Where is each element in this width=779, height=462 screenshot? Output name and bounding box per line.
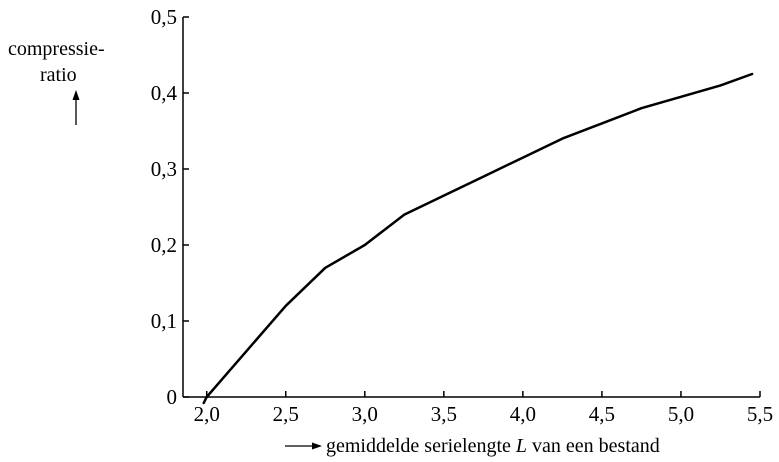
y-axis-label: compressie- ratio xyxy=(8,38,105,125)
y-axis-arrow-icon xyxy=(72,90,80,125)
y-tick-label: 0,4 xyxy=(151,81,178,105)
x-tick-label: 3,5 xyxy=(431,402,457,426)
y-tick-label: 0,2 xyxy=(151,233,177,257)
x-axis: 2,0 2,5 3,0 3,5 4,0 4,5 5,0 5,5 xyxy=(183,391,773,426)
y-tick-label: 0 xyxy=(167,385,178,409)
x-axis-label-prefix: gemiddelde serielengte xyxy=(326,435,516,457)
x-tick-label: 2,5 xyxy=(273,402,299,426)
x-tick-label: 3,0 xyxy=(352,402,378,426)
y-ticks: 0 0,1 0,2 0,3 0,4 0,5 xyxy=(151,5,189,409)
y-axis-label-line1: compressie- xyxy=(8,38,105,60)
x-tick-label: 4,5 xyxy=(589,402,615,426)
x-axis-label: gemiddelde serielengte L van een bestand xyxy=(285,435,660,457)
y-tick-label: 0,5 xyxy=(151,5,177,29)
x-axis-label-suffix: van een bestand xyxy=(527,435,660,457)
y-tick-label: 0,1 xyxy=(151,309,177,333)
y-axis-label-line2: ratio xyxy=(40,64,77,86)
x-tick-label: 2,0 xyxy=(194,402,220,426)
x-tick-label: 4,0 xyxy=(510,402,536,426)
x-axis-label-variable: L xyxy=(515,435,527,457)
x-tick-label: 5,0 xyxy=(668,402,694,426)
y-tick-label: 0,3 xyxy=(151,157,177,181)
x-axis-arrow-icon xyxy=(285,442,322,450)
x-ticks: 2,0 2,5 3,0 3,5 4,0 4,5 5,0 5,5 xyxy=(194,391,773,426)
series-line xyxy=(202,72,754,405)
x-tick-label: 5,5 xyxy=(747,402,773,426)
x-axis-label-text: gemiddelde serielengte L van een bestand xyxy=(326,435,660,457)
y-axis: 0 0,1 0,2 0,3 0,4 0,5 xyxy=(151,5,189,409)
